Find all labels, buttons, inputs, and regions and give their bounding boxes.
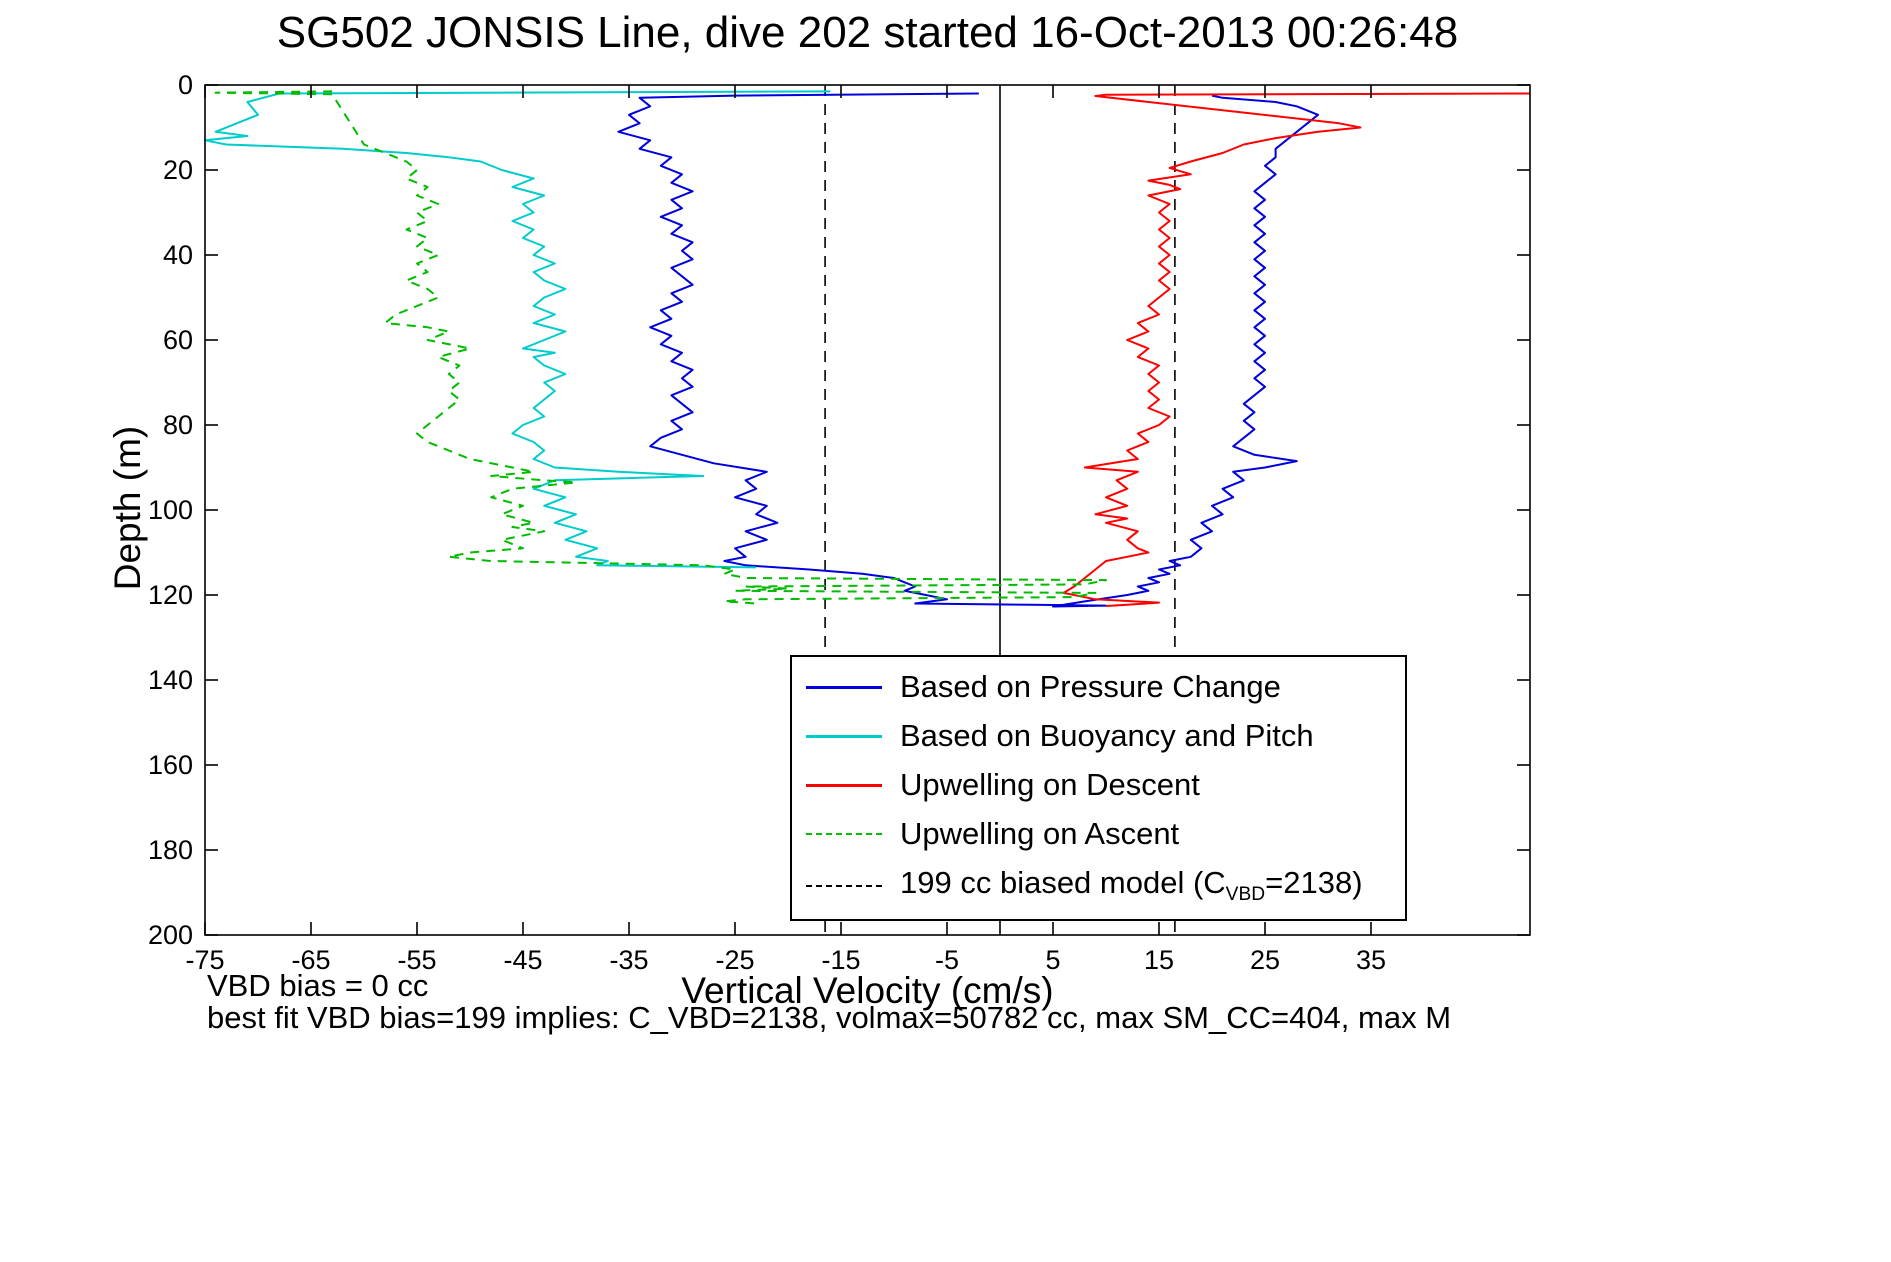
x-tick-label: -15 — [821, 945, 860, 975]
legend-label: Based on Buoyancy and Pitch — [900, 718, 1314, 754]
legend-item-upwelling-descent: Upwelling on Descent — [806, 767, 1405, 803]
legend-line-sample-green-dashed — [806, 833, 882, 836]
tick-labels: -75 -65 -55 -45 -35 -25 -15 -5 5 15 25 350204060801… — [148, 70, 1386, 975]
legend-line-sample-cyan — [806, 734, 882, 738]
x-tick-label: -65 — [291, 945, 330, 975]
y-tick-label: 140 — [148, 665, 193, 695]
x-tick-label: -5 — [935, 945, 959, 975]
x-tick-label: -25 — [715, 945, 754, 975]
y-tick-label: 200 — [148, 920, 193, 950]
legend: Based on Pressure Change Based on Buoyan… — [790, 655, 1407, 921]
x-tick-label: 15 — [1144, 945, 1174, 975]
x-tick-label: 25 — [1250, 945, 1280, 975]
series-based-on-buoyancy-and-pitch — [204, 90, 831, 569]
legend-item-pressure-change: Based on Pressure Change — [806, 669, 1405, 705]
y-tick-label: 180 — [148, 835, 193, 865]
y-tick-label: 100 — [148, 495, 193, 525]
legend-label: Based on Pressure Change — [900, 669, 1281, 705]
legend-line-sample-black-dashed — [806, 884, 882, 887]
series-upwelling-on-descent — [1062, 92, 1531, 607]
y-tick-label: 160 — [148, 750, 193, 780]
best-fit-text: best fit VBD bias=199 implies: C_VBD=213… — [207, 1000, 1452, 1035]
y-tick-label: 20 — [163, 155, 193, 185]
y-tick-label: 80 — [163, 410, 193, 440]
x-tick-label: -35 — [609, 945, 648, 975]
y-tick-label: 120 — [148, 580, 193, 610]
y-tick-label: 60 — [163, 325, 193, 355]
vbd-bias-text: VBD bias = 0 cc — [207, 968, 429, 1003]
series-based-on-pressure-change — [617, 92, 1319, 608]
x-tick-label: 35 — [1356, 945, 1386, 975]
legend-item-upwelling-ascent: Upwelling on Ascent — [806, 816, 1405, 852]
legend-label: Upwelling on Ascent — [900, 816, 1180, 852]
y-tick-label: 40 — [163, 240, 193, 270]
legend-item-buoyancy-pitch: Based on Buoyancy and Pitch — [806, 718, 1405, 754]
axis-ticks — [204, 84, 1530, 936]
legend-label: 199 cc biased model (CVBD=2138) — [900, 865, 1363, 906]
x-tick-label: 5 — [1045, 945, 1060, 975]
legend-label: Upwelling on Descent — [900, 767, 1200, 803]
x-axis-label: Vertical Velocity (cm/s) — [681, 970, 1054, 1011]
legend-item-biased-model: 199 cc biased model (CVBD=2138) — [806, 865, 1405, 906]
chart-title: SG502 JONSIS Line, dive 202 started 16-O… — [276, 8, 1459, 57]
y-tick-label: 0 — [178, 70, 193, 100]
x-tick-label: -55 — [397, 945, 436, 975]
x-tick-label: -45 — [503, 945, 542, 975]
legend-line-sample-blue — [806, 685, 882, 689]
legend-line-sample-red — [806, 783, 882, 787]
x-tick-label: -75 — [185, 945, 224, 975]
series-upwelling-on-ascent — [214, 90, 1107, 605]
